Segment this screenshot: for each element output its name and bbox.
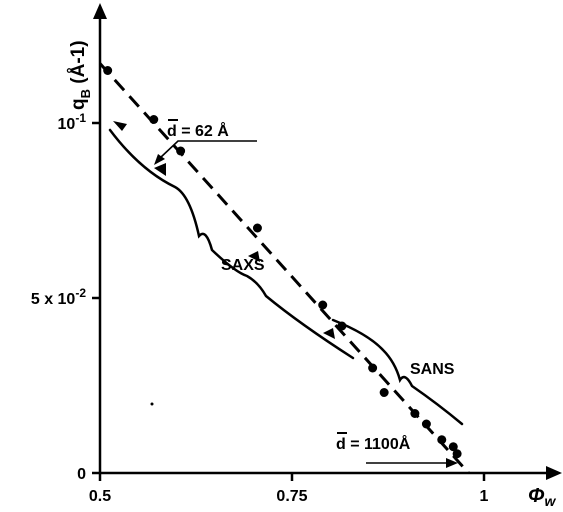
data-point [253, 224, 262, 233]
data-point [437, 435, 446, 444]
x-tick-label: 0.5 [89, 488, 111, 505]
range-label-sans: SANS [410, 361, 455, 378]
data-point [410, 409, 419, 418]
x-axis-label: Φw [528, 485, 556, 509]
axes [93, 3, 562, 480]
data-point [337, 322, 346, 331]
x-tick-label: 0.75 [276, 488, 307, 505]
fit-line-arrowheads [113, 121, 335, 339]
annotation-d62-text: d = 62 Å [167, 121, 229, 140]
y-axis-arrow-icon [93, 3, 107, 19]
data-points [103, 66, 461, 458]
x-ticks: 0.5 0.75 1 [89, 473, 489, 505]
y-tick-label: 5 x 10-2 [31, 286, 86, 308]
data-point [422, 420, 431, 429]
data-point [453, 449, 462, 458]
data-point [318, 301, 327, 310]
y-axis-label: qB (Å-1) [68, 40, 93, 110]
annotation-d62-leader [160, 141, 257, 158]
arrow-icon [113, 121, 127, 131]
range-brace-saxs [110, 130, 353, 358]
annotation-d62: d = 62 Å [154, 120, 257, 165]
x-axis-arrow-icon [546, 466, 562, 480]
y-ticks: 0 5 x 10-2 10-1 [31, 111, 100, 483]
arrow-icon [323, 328, 335, 339]
data-point [176, 147, 185, 156]
data-point [380, 388, 389, 397]
data-point [103, 66, 112, 75]
data-point [149, 115, 158, 124]
annotation-d1100-text: d = 1100Å [336, 434, 411, 453]
stray-dot [151, 403, 154, 406]
y-tick-label: 10-1 [58, 111, 87, 133]
y-tick-label: 0 [77, 466, 86, 483]
data-point [368, 364, 377, 373]
x-tick-label: 1 [480, 488, 489, 505]
arrow-icon [154, 163, 166, 176]
